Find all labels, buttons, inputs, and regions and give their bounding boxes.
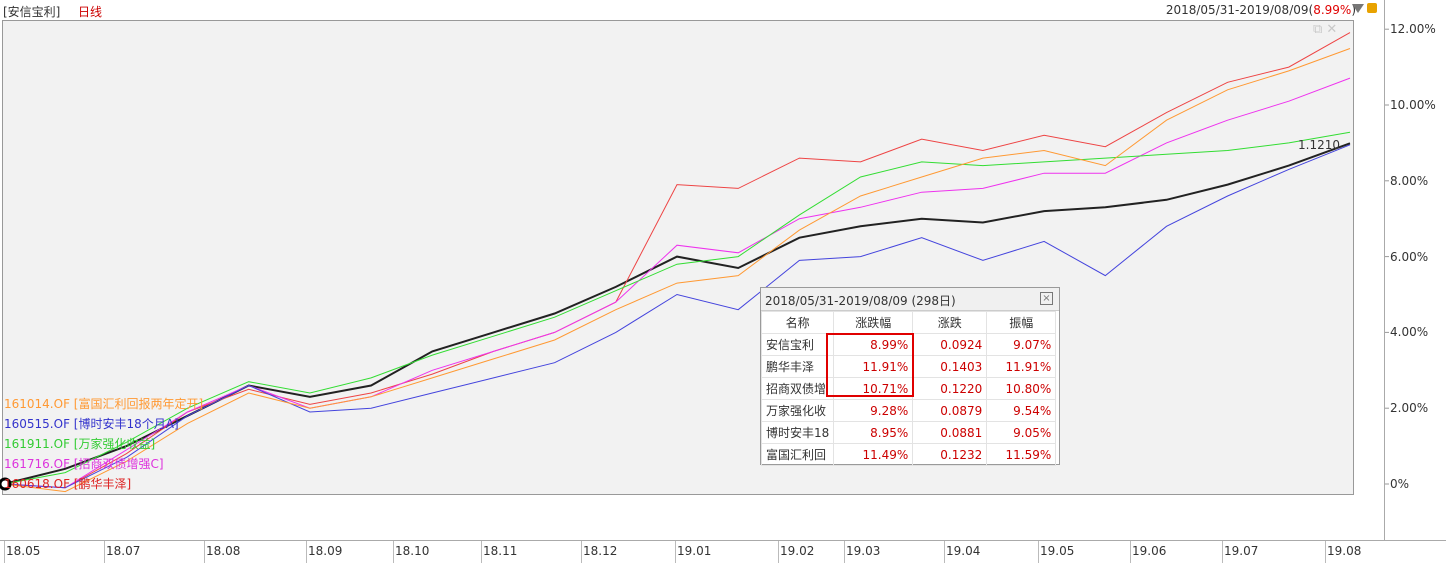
column-header[interactable]: 振幅: [986, 311, 1057, 334]
x-tick-label: 18.07: [106, 544, 141, 558]
series-line: [3, 32, 1351, 489]
y-tick-label: 12.00%: [1390, 22, 1436, 37]
table-cell: 安信宝利: [760, 333, 835, 356]
y-tick-label: 6.00%: [1390, 249, 1429, 264]
range-pct: 8.99%: [1313, 3, 1352, 17]
table-row[interactable]: 万家强化收 9.28% 0.0879 9.54%: [760, 399, 1057, 422]
table-cell: 8.95%: [833, 421, 914, 444]
x-tick: [1038, 541, 1039, 563]
x-tick: [944, 541, 945, 563]
popup-header: 2018/05/31-2019/08/09 (298日) ×: [761, 288, 1059, 311]
series-line: [3, 77, 1351, 489]
table-cell: 0.0881: [912, 421, 988, 444]
table-cell: 博时安丰18: [760, 421, 835, 444]
series-line: [3, 142, 1351, 485]
legend-item[interactable]: 161014.OF [富国汇利回报两年定开]: [4, 397, 204, 411]
x-tick-label: 18.11: [483, 544, 518, 558]
table-cell: 0.0924: [912, 333, 988, 356]
x-tick-label: 19.08: [1327, 544, 1362, 558]
x-tick: [104, 541, 105, 563]
series-line: [3, 144, 1351, 489]
table-row[interactable]: 富国汇利回 11.49% 0.1232 11.59%: [760, 443, 1057, 466]
table-cell: 0.0879: [912, 399, 988, 422]
y-tick-label: 2.00%: [1390, 401, 1429, 416]
column-header[interactable]: 名称: [760, 311, 835, 334]
y-tick-label: 0%: [1390, 477, 1410, 491]
table-cell: 0.1403: [912, 355, 988, 378]
table-row[interactable]: 鹏华丰泽 11.91% 0.1403 11.91%: [760, 355, 1057, 378]
stats-table: 名称 涨跌幅 涨跌 振幅 安信宝利 8.99% 0.0924 9.07% 鹏华丰泽 11.91%…: [760, 311, 1057, 466]
table-cell: 0.1220: [912, 377, 988, 400]
legend-item[interactable]: 161911.OF [万家强化收益]: [4, 437, 156, 451]
table-header: 名称 涨跌幅 涨跌 振幅: [760, 311, 1057, 334]
x-tick: [675, 541, 676, 563]
column-header[interactable]: 涨跌幅: [833, 311, 914, 334]
y-tick-label: 8.00%: [1390, 173, 1429, 188]
y-axis-line: [1384, 0, 1385, 540]
table-cell: 10.80%: [986, 377, 1057, 400]
x-tick-label: 18.05: [6, 544, 41, 558]
y-tick-label: 10.00%: [1390, 98, 1436, 112]
x-tick: [393, 541, 394, 563]
fund-name: [安信宝利]: [3, 5, 61, 19]
start-point-marker: [0, 477, 12, 491]
x-tick: [1130, 541, 1131, 563]
restore-close-icon[interactable]: ⧉ ✕: [1313, 22, 1338, 37]
x-tick-label: 19.06: [1132, 544, 1167, 558]
table-row[interactable]: 安信宝利 8.99% 0.0924 9.07%: [760, 333, 1057, 356]
table-cell: 0.1232: [912, 443, 988, 466]
x-tick: [581, 541, 582, 563]
range-text: 2018/05/31-2019/08/09(: [1165, 3, 1314, 17]
x-tick-label: 19.02: [780, 544, 815, 558]
table-cell: 9.54%: [986, 399, 1057, 422]
x-tick-label: 19.04: [946, 544, 981, 558]
series-line: [3, 131, 1351, 485]
y-tick-label: 4.00%: [1390, 325, 1429, 340]
table-row[interactable]: 博时安丰18 8.95% 0.0881 9.05%: [760, 421, 1057, 444]
stats-popup[interactable]: 2018/05/31-2019/08/09 (298日) × 名称 涨跌幅 涨跌 振幅…: [760, 287, 1060, 466]
x-tick-label: 19.01: [677, 544, 712, 558]
x-tick-label: 18.08: [206, 544, 241, 558]
popup-title: 2018/05/31-2019/08/09 (298日): [765, 294, 956, 308]
lock-icon[interactable]: [1367, 3, 1377, 13]
x-axis-line: [0, 540, 1446, 541]
x-tick-label: 18.12: [583, 544, 618, 558]
chart-title-bar: [安信宝利] 日线 2018/05/31-2019/08/09(8.99%): [0, 0, 1446, 20]
column-header[interactable]: 涨跌: [912, 311, 988, 334]
highlight-box: [826, 333, 914, 397]
x-tick: [481, 541, 482, 563]
table-cell: 11.59%: [986, 443, 1057, 466]
x-tick: [204, 541, 205, 563]
x-tick: [844, 541, 845, 563]
x-tick: [778, 541, 779, 563]
series-line: [3, 48, 1351, 493]
x-tick-label: 19.07: [1224, 544, 1259, 558]
x-tick: [1222, 541, 1223, 563]
table-cell: 鹏华丰泽: [760, 355, 835, 378]
legend-item[interactable]: 160515.OF [博时安丰18个月A]: [4, 417, 179, 431]
x-tick: [4, 541, 5, 563]
x-tick-label: 19.03: [846, 544, 881, 558]
table-cell: 招商双债增: [760, 377, 835, 400]
x-tick: [306, 541, 307, 563]
table-cell: 9.28%: [833, 399, 914, 422]
table-cell: 9.07%: [986, 333, 1057, 356]
table-cell: 11.91%: [986, 355, 1057, 378]
table-cell: 富国汇利回: [760, 443, 835, 466]
table-cell: 11.49%: [833, 443, 914, 466]
dropdown-arrow-icon[interactable]: [1352, 4, 1364, 13]
last-price-label: 1.1210: [1298, 138, 1340, 152]
x-tick: [1325, 541, 1326, 563]
x-tick-label: 18.10: [395, 544, 430, 558]
period-label[interactable]: 日线: [78, 5, 103, 19]
legend-item[interactable]: 161716.OF [招商双债增强C]: [4, 457, 164, 471]
table-cell: 9.05%: [986, 421, 1057, 444]
table-cell: 万家强化收: [760, 399, 835, 422]
x-tick-label: 19.05: [1040, 544, 1075, 558]
legend-item[interactable]: 160618.OF [鹏华丰泽]: [4, 477, 132, 491]
close-icon[interactable]: ×: [1040, 292, 1053, 305]
x-tick-label: 18.09: [308, 544, 343, 558]
